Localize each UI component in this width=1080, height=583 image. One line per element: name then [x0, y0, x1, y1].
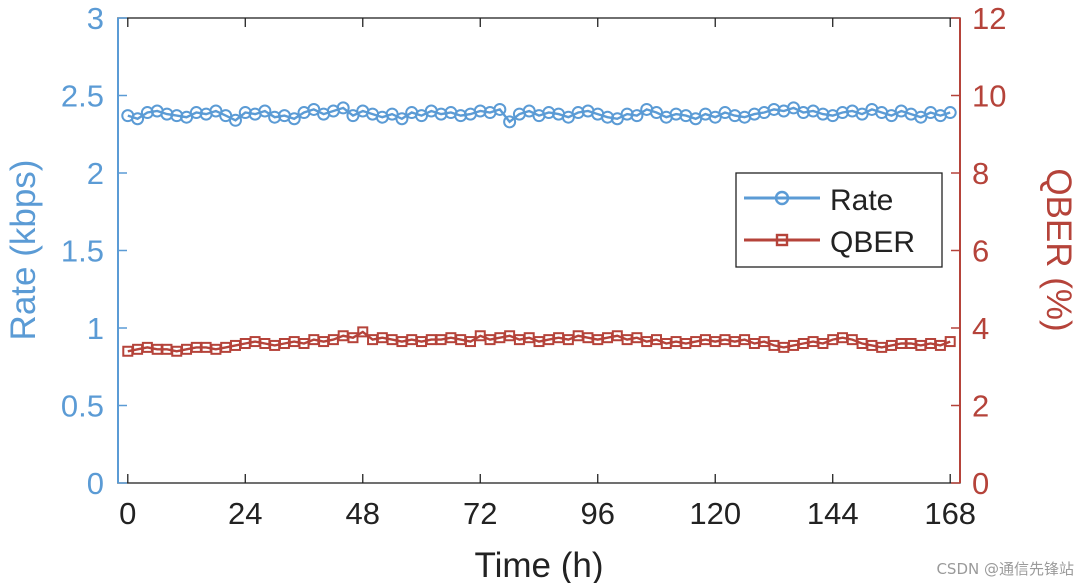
right-y-tick-label: 2: [972, 389, 989, 424]
qber-data-point: [944, 336, 956, 348]
rate-data-point: [336, 101, 350, 115]
legend-rate-label: Rate: [830, 184, 893, 217]
rate-data-point: [395, 112, 409, 126]
right-y-tick-label: 10: [972, 79, 1006, 114]
right-y-tick-label: 8: [972, 156, 989, 191]
rate-data-point: [630, 109, 644, 123]
right-y-tick-label: 4: [972, 311, 989, 346]
rate-data-point: [503, 115, 517, 129]
x-tick-label: 168: [924, 496, 976, 531]
right-y-tick-label: 6: [972, 234, 989, 269]
left-y-tick-label: 0: [87, 466, 104, 501]
x-tick-label: 120: [689, 496, 741, 531]
watermark-text: CSDN @通信先锋站: [936, 560, 1074, 578]
rate-data-point: [131, 112, 145, 126]
qber-data-point: [357, 326, 369, 338]
series-layer: [121, 101, 957, 357]
qber-data-point: [347, 332, 359, 344]
legend-qber-label: QBER: [830, 226, 915, 259]
legend-box: [735, 172, 943, 268]
left-y-tick-label: 3: [87, 1, 104, 36]
x-tick-label: 48: [346, 496, 380, 531]
x-tick-label: 72: [463, 496, 497, 531]
legend-rate-marker: [774, 190, 790, 206]
left-y-tick-label: 2: [87, 156, 104, 191]
rate-series-line: [127, 106, 951, 124]
qber-series-line: [127, 330, 951, 353]
qber-data-point: [464, 336, 476, 348]
left-y-tick-label: 1: [87, 311, 104, 346]
left-y-tick-label: 0.5: [61, 389, 104, 424]
x-axis-label: Time (h): [475, 546, 604, 583]
right-y-tick-label: 12: [972, 1, 1006, 36]
x-tick-label: 0: [119, 496, 136, 531]
rate-data-point: [493, 102, 507, 116]
rate-data-point: [943, 106, 957, 120]
x-tick-label: 144: [807, 496, 859, 531]
left-y-axis-label: Rate (kbps): [4, 160, 43, 341]
rate-data-point: [287, 112, 301, 126]
rate-data-point: [228, 113, 242, 127]
x-tick-label: 24: [228, 496, 262, 531]
left-y-tick-label: 2.5: [61, 79, 104, 114]
rate-data-point: [258, 104, 272, 118]
left-y-tick-label: 1.5: [61, 234, 104, 269]
legend-qber-marker: [775, 233, 789, 247]
right-y-axis-label: QBER (%): [1039, 168, 1078, 331]
right-y-tick-label: 0: [972, 466, 989, 501]
legend: Rate QBER: [735, 172, 943, 268]
x-tick-label: 96: [581, 496, 615, 531]
